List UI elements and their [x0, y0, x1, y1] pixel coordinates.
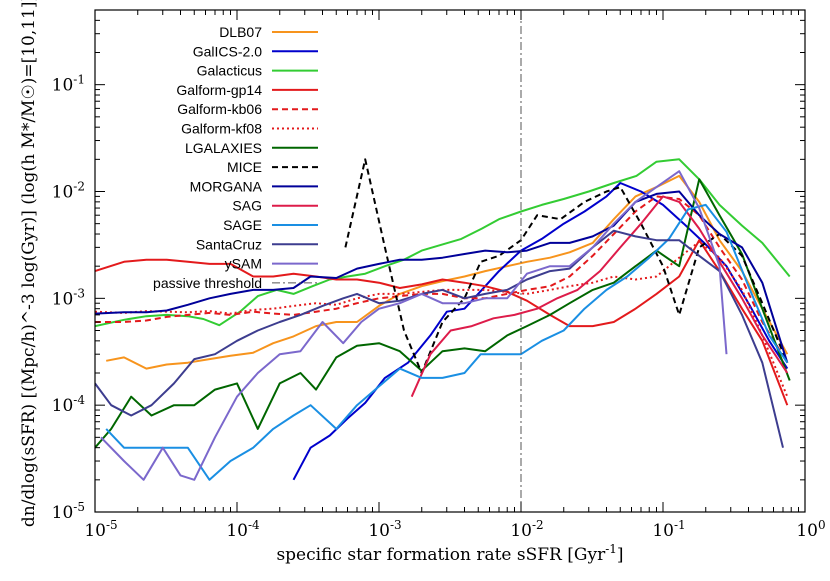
series-line-galform-kb06	[95, 195, 789, 364]
legend-label: SAG	[232, 198, 262, 214]
y-tick-label: 10-4	[52, 393, 86, 416]
x-tick-label: 10-4	[226, 518, 260, 541]
x-tick-label: 10-2	[510, 518, 543, 541]
series-line-sage	[105, 203, 789, 481]
y-axis-label: dn/dlog(sSFR) [(Mpc/h)^-3 log(Gyr)] (log…	[19, 0, 39, 527]
series-line-ysam	[100, 170, 728, 481]
legend-label: Galform-gp14	[176, 82, 262, 98]
y-tick-label: 10-1	[52, 73, 85, 96]
plot-frame	[94, 9, 806, 513]
series-line-sag	[410, 195, 789, 398]
series-line-santacruz	[95, 229, 784, 448]
legend-label: Galacticus	[197, 63, 262, 79]
legend-label: MORGANA	[190, 178, 263, 194]
x-tick-label: 10-1	[652, 518, 685, 541]
series-line-dlb07	[106, 174, 789, 370]
legend-label: Galform-kb06	[177, 101, 262, 117]
series-layer	[95, 158, 791, 481]
legend-label: DLB07	[219, 24, 262, 40]
legend-label: ySAM	[225, 256, 262, 272]
series-line-galacticus	[95, 158, 791, 328]
series-line-lgalaxies	[95, 178, 791, 449]
x-tick-label: 100	[796, 518, 825, 541]
legend-label: passive threshold	[153, 275, 262, 291]
x-axis-label: specific star formation rate sSFR [Gyr-1…	[276, 542, 623, 565]
y-tick-label: 10-3	[52, 286, 85, 309]
legend-label: Galform-kf08	[181, 121, 262, 137]
ticks-layer: 10-5 10-4 10-3 10-2 10-1 100 10-5 10-4 10-3 10-2 1…	[52, 9, 826, 541]
legend: DLB07 GalICS-2.0 Galacticus Galform-gp14 Gal…	[153, 24, 318, 291]
legend-label: MICE	[227, 159, 262, 175]
legend-label: SantaCruz	[196, 236, 262, 252]
x-tick-label: 10-5	[84, 518, 117, 541]
series-line-galform-gp14	[95, 239, 789, 406]
y-tick-label: 10-2	[52, 180, 85, 203]
legend-label: SAGE	[223, 217, 262, 233]
series-line-morgana	[95, 190, 789, 363]
legend-label: GalICS-2.0	[193, 43, 262, 59]
legend-label: LGALAXIES	[185, 140, 262, 156]
x-tick-label: 10-3	[368, 518, 401, 541]
y-tick-label: 10-5	[52, 500, 85, 523]
series-line-galics-2-0	[292, 182, 789, 481]
